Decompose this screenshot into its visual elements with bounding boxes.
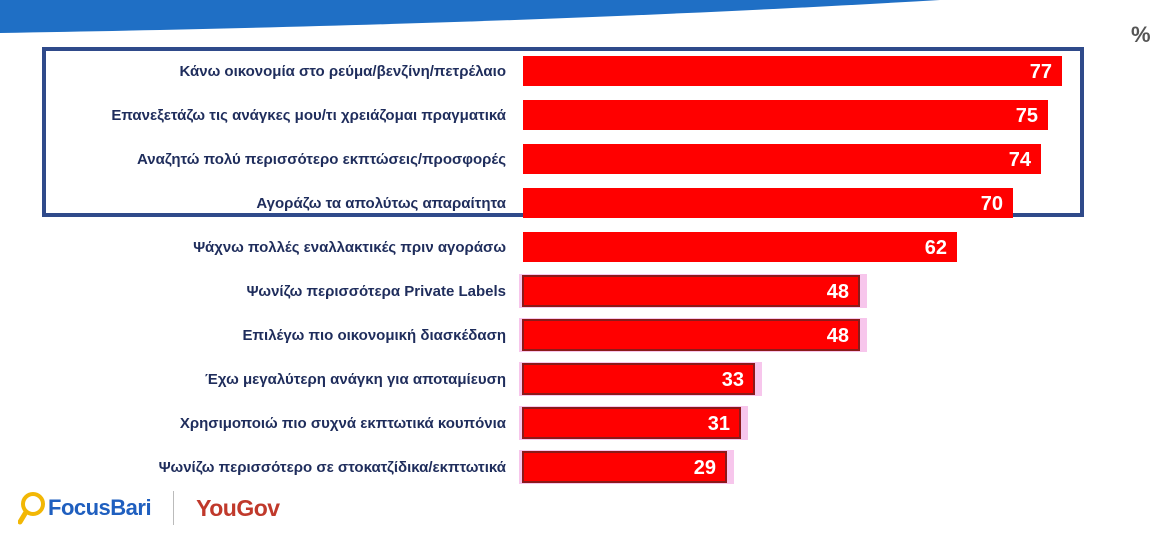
value-label: 29	[694, 457, 716, 479]
value-label: 74	[1009, 149, 1032, 171]
value-label: 31	[708, 413, 730, 435]
bar-chart: Κάνω οικονομία στο ρεύμα/βενζίνη/πετρέλα…	[111, 56, 1062, 484]
category-label: Χρησιμοποιώ πιο συχνά εκπτωτικά κουπόνια	[180, 415, 507, 432]
category-label: Αναζητώ πολύ περισσότερο εκπτώσεις/προσφ…	[137, 151, 506, 168]
bar	[522, 319, 860, 351]
category-label: Ψωνίζω περισσότερα Private Labels	[247, 283, 506, 300]
bar	[522, 363, 755, 395]
value-label: 70	[981, 193, 1003, 215]
focusbari-logo-text: FocusBari	[48, 495, 152, 520]
bar	[523, 100, 1048, 130]
category-label: Κάνω οικονομία στο ρεύμα/βενζίνη/πετρέλα…	[180, 63, 506, 80]
value-label: 33	[722, 369, 744, 391]
category-label: Ψωνίζω περισσότερο σε στοκατζίδικα/εκπτω…	[159, 459, 507, 476]
category-label: Αγοράζω τα απολύτως απαραίτητα	[256, 195, 506, 212]
magnifier-icon	[18, 492, 45, 525]
value-label: 75	[1016, 105, 1038, 127]
bar	[523, 232, 957, 262]
bar	[522, 407, 741, 439]
value-label: 77	[1030, 61, 1052, 83]
logo-bar: FocusBari YouGov	[18, 488, 280, 528]
bar	[522, 451, 727, 483]
top-band	[0, 0, 940, 33]
bar	[523, 144, 1041, 174]
focusbari-logo: FocusBari	[18, 491, 152, 525]
logo-divider	[173, 491, 175, 525]
value-label: 48	[827, 281, 849, 303]
category-label: Επανεξετάζω τις ανάγκες μου/τι χρειάζομα…	[111, 107, 506, 124]
category-label: Επιλέγω πιο οικονομική διασκέδαση	[243, 327, 506, 344]
bar	[523, 188, 1013, 218]
unit-label: %	[1131, 22, 1151, 47]
category-label: Ψάχνω πολλές εναλλακτικές πριν αγοράσω	[193, 239, 506, 256]
bar	[523, 56, 1062, 86]
bar	[522, 275, 860, 307]
yougov-logo-text: YouGov	[196, 494, 280, 521]
value-label: 48	[827, 325, 849, 347]
category-label: Έχω μεγαλύτερη ανάγκη για αποταμίευση	[205, 371, 506, 388]
value-label: 62	[925, 237, 947, 259]
